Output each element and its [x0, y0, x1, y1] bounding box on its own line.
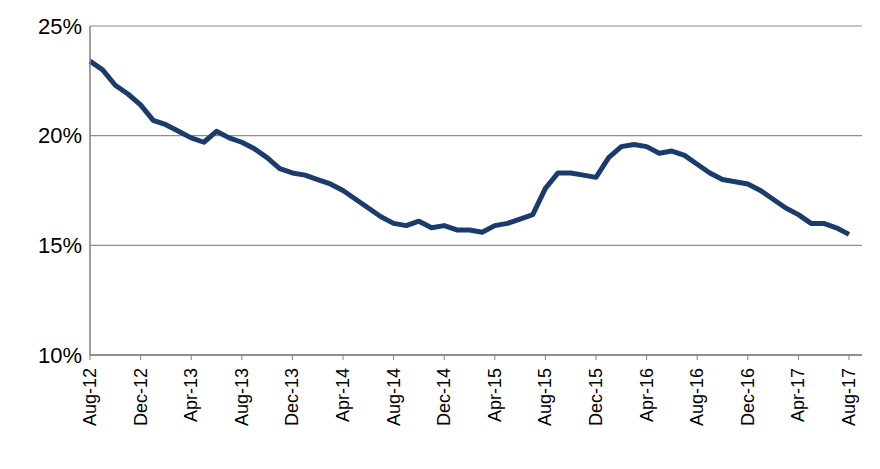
svg-text:Aug-14: Aug-14	[384, 368, 404, 426]
svg-text:25%: 25%	[38, 14, 82, 39]
svg-text:15%: 15%	[38, 233, 82, 258]
svg-text:Dec-16: Dec-16	[738, 368, 758, 426]
svg-text:Aug-12: Aug-12	[80, 368, 100, 426]
svg-text:Aug-15: Aug-15	[535, 368, 555, 426]
svg-text:Dec-12: Dec-12	[131, 368, 151, 426]
svg-text:Dec-15: Dec-15	[586, 368, 606, 426]
svg-text:Apr-13: Apr-13	[181, 368, 201, 422]
svg-text:Aug-17: Aug-17	[839, 368, 859, 426]
svg-text:Apr-16: Apr-16	[637, 368, 657, 422]
svg-text:Apr-17: Apr-17	[788, 368, 808, 422]
svg-text:20%: 20%	[38, 123, 82, 148]
svg-text:Aug-16: Aug-16	[687, 368, 707, 426]
svg-text:Aug-13: Aug-13	[232, 368, 252, 426]
svg-text:Apr-15: Apr-15	[485, 368, 505, 422]
svg-text:10%: 10%	[38, 343, 82, 368]
svg-text:Apr-14: Apr-14	[333, 368, 353, 422]
svg-text:Dec-14: Dec-14	[434, 368, 454, 426]
svg-text:Dec-13: Dec-13	[282, 368, 302, 426]
